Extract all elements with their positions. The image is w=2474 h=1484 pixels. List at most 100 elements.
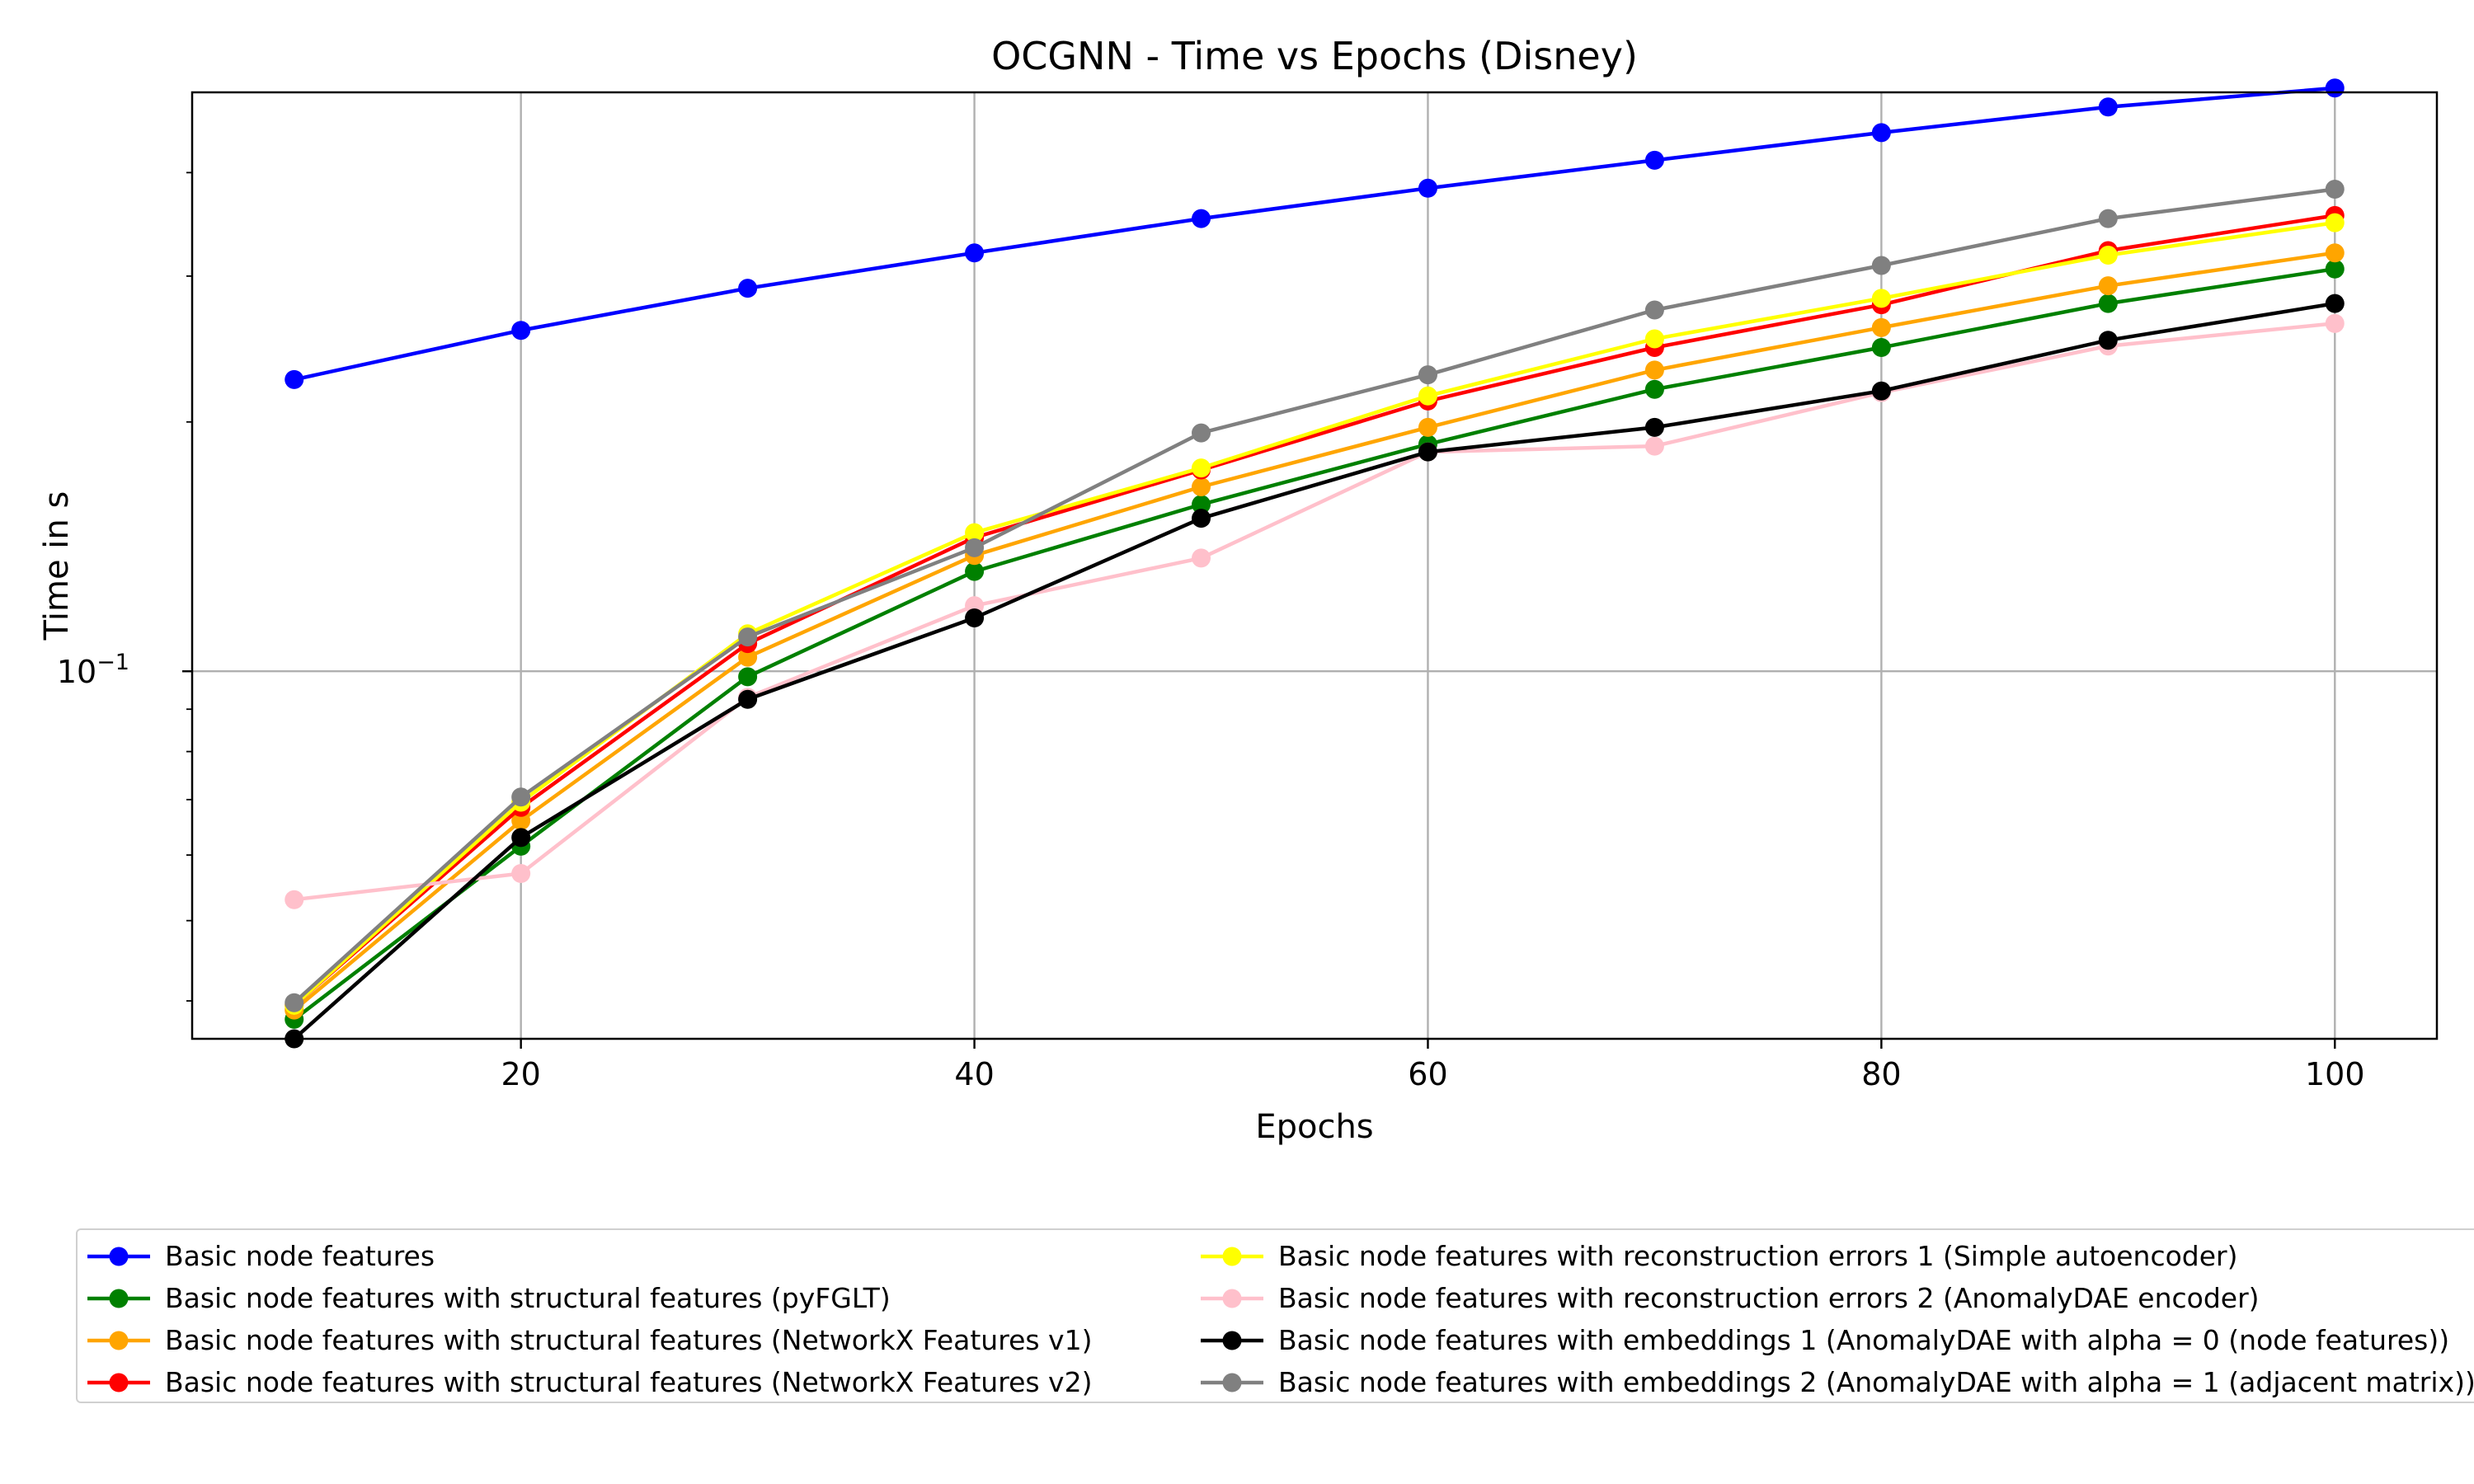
data-point: [2098, 97, 2118, 117]
data-point: [1871, 123, 1891, 143]
x-tick-label: 60: [1408, 1056, 1447, 1092]
data-point: [285, 890, 304, 909]
legend: Basic node features Basic node features w…: [76, 1228, 2474, 1403]
data-point: [965, 561, 985, 581]
data-point: [1418, 178, 1437, 198]
data-point: [2325, 243, 2345, 263]
data-point: [1192, 477, 1211, 496]
data-point: [2325, 294, 2345, 313]
y-tick-label: 10−1: [57, 650, 129, 690]
data-point: [1644, 150, 1664, 170]
legend-label: Basic node features with structural feat…: [165, 1282, 891, 1314]
legend-swatch: [87, 1331, 150, 1350]
data-point: [285, 993, 304, 1012]
data-point: [1192, 423, 1211, 443]
legend-label: Basic node features: [165, 1240, 435, 1272]
data-point: [1418, 442, 1437, 462]
data-point: [1644, 329, 1664, 349]
data-point: [1644, 360, 1664, 380]
data-point: [1192, 509, 1211, 528]
series-path: [293, 214, 2335, 1007]
legend-label: Basic node features with structural feat…: [165, 1324, 1093, 1356]
series-path: [294, 322, 2335, 902]
data-point: [2325, 78, 2345, 98]
ticks: 20 40 60 80 100 10−1: [57, 171, 2365, 1092]
legend-item: Basic node features with embeddings 2 (A…: [1197, 1361, 2474, 1403]
data-point: [1418, 417, 1437, 437]
data-point: [738, 627, 758, 647]
legend-label: Basic node features with embeddings 1 (A…: [1278, 1324, 2450, 1356]
data-point: [2098, 294, 2118, 313]
series-path: [293, 220, 2335, 1007]
data-point: [1192, 548, 1211, 568]
data-point: [738, 279, 758, 298]
data-point: [511, 828, 531, 848]
data-point: [738, 689, 758, 709]
x-tick-label: 80: [1861, 1056, 1901, 1092]
data-point: [285, 369, 304, 389]
legend-item: Basic node features with structural feat…: [84, 1319, 1092, 1361]
series-path: [293, 301, 2335, 1040]
legend-item: Basic node features with embeddings 1 (A…: [1197, 1319, 2474, 1361]
plot-frame: [190, 91, 2439, 1040]
x-tick-label: 20: [501, 1056, 540, 1092]
legend-label: Basic node features with structural feat…: [165, 1366, 1093, 1398]
legend-swatch: [87, 1373, 150, 1392]
data-point: [511, 787, 531, 807]
data-point: [1871, 256, 1891, 275]
series-line: [285, 179, 2345, 1012]
grid: [192, 92, 2437, 1039]
legend-item: Basic node features: [84, 1235, 1092, 1277]
data-point: [2325, 313, 2345, 333]
data-point: [2325, 213, 2345, 232]
series-path: [293, 266, 2335, 1021]
legend-label: Basic node features with embeddings 2 (A…: [1278, 1366, 2474, 1398]
legend-label: Basic node features with reconstruction …: [1278, 1282, 2260, 1314]
legend-swatch: [1201, 1247, 1263, 1266]
legend-column: Basic node features Basic node features w…: [84, 1235, 1092, 1403]
series-line: [285, 259, 2345, 1029]
data-point: [1871, 337, 1891, 357]
chart-title: OCGNN - Time vs Epochs (Disney): [991, 34, 1638, 78]
data-point: [965, 243, 985, 263]
legend-swatch: [1201, 1373, 1263, 1392]
data-point: [1871, 289, 1891, 308]
data-point: [1871, 381, 1891, 401]
data-point: [738, 647, 758, 667]
data-point: [511, 811, 531, 831]
series-path: [293, 251, 2335, 1012]
data-point: [1644, 300, 1664, 320]
data-point: [965, 608, 985, 627]
data-point: [2098, 276, 2118, 296]
legend-swatch: [1201, 1331, 1263, 1350]
legend-item: Basic node features with structural feat…: [84, 1361, 1092, 1403]
data-point: [2098, 331, 2118, 350]
legend-swatch: [87, 1247, 150, 1266]
legend-column: Basic node features with reconstruction …: [1197, 1235, 2474, 1403]
data-point: [965, 523, 985, 542]
legend-swatch: [1201, 1289, 1263, 1308]
legend-swatch: [87, 1289, 150, 1308]
series-layer: [285, 78, 2345, 1049]
data-point: [1644, 436, 1664, 456]
data-point: [1192, 209, 1211, 228]
data-point: [1418, 386, 1437, 406]
data-point: [965, 538, 985, 557]
data-point: [2325, 259, 2345, 279]
series-path: [293, 187, 2335, 1004]
y-axis-label: Time in s: [38, 491, 76, 641]
data-point: [1418, 365, 1437, 385]
data-point: [1644, 379, 1664, 399]
data-point: [2098, 245, 2118, 265]
legend-item: Basic node features with structural feat…: [84, 1277, 1092, 1319]
series-line: [285, 205, 2345, 1016]
x-tick-label: 100: [2305, 1056, 2365, 1092]
data-point: [1871, 317, 1891, 337]
series-line: [285, 213, 2345, 1016]
series-path: [294, 86, 2335, 382]
data-point: [1192, 495, 1211, 514]
legend-item: Basic node features with reconstruction …: [1197, 1235, 2474, 1277]
data-point: [1644, 417, 1664, 437]
series-line: [285, 294, 2345, 1049]
x-tick-label: 40: [954, 1056, 994, 1092]
